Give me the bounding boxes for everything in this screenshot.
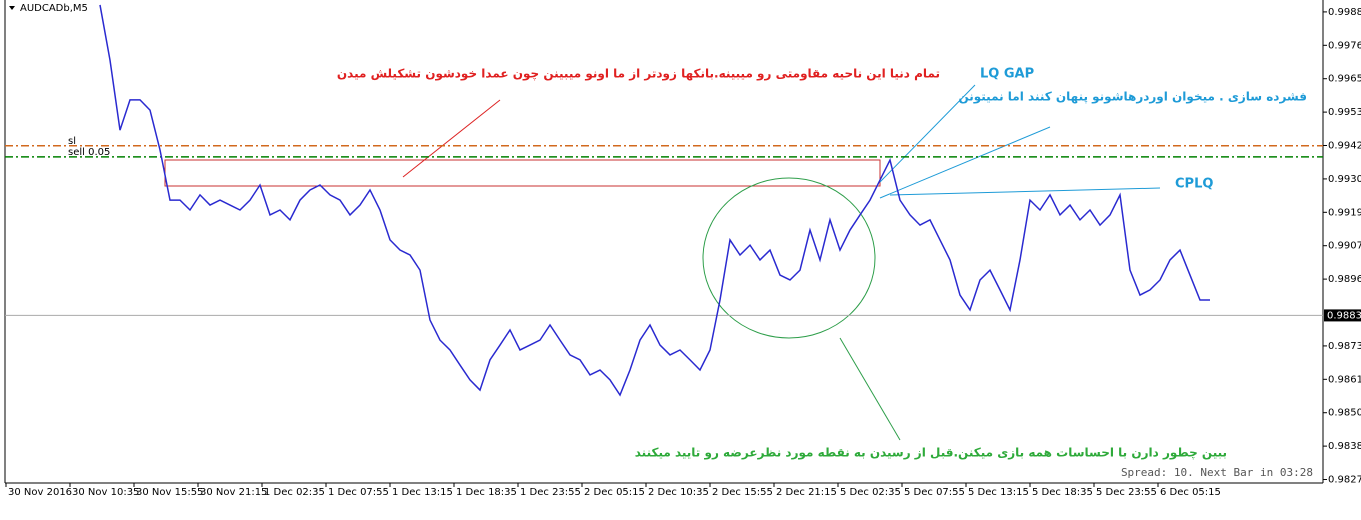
x-tick-label: 5 Dec 07:55 bbox=[904, 487, 965, 498]
y-tick-label: 0.99766 bbox=[1328, 40, 1361, 51]
x-tick-label: 30 Nov 10:35 bbox=[72, 487, 139, 498]
cplq-pointer bbox=[889, 187, 1161, 196]
x-tick-label: 5 Dec 23:55 bbox=[1096, 487, 1157, 498]
y-tick-label: 0.99651 bbox=[1328, 74, 1361, 85]
zone-pointer bbox=[402, 99, 501, 178]
x-tick-label: 2 Dec 10:35 bbox=[648, 487, 709, 498]
current-price-box bbox=[1324, 309, 1361, 322]
level-label: sl bbox=[68, 136, 76, 147]
y-tick-label: 0.98271 bbox=[1328, 475, 1361, 486]
price-line bbox=[99, 4, 1210, 397]
y-tick-label: 0.98961 bbox=[1328, 274, 1361, 285]
x-tick-label: 2 Dec 21:15 bbox=[776, 487, 837, 498]
y-tick-label: 0.98501 bbox=[1328, 408, 1361, 419]
level-label: sell 0.05 bbox=[68, 147, 110, 158]
y-tick-label: 0.98386 bbox=[1328, 441, 1361, 452]
x-tick-label: 2 Dec 05:15 bbox=[584, 487, 645, 498]
x-tick-label: 30 Nov 15:55 bbox=[136, 487, 203, 498]
x-tick-label: 1 Dec 13:15 bbox=[392, 487, 453, 498]
y-tick-label: 0.99421 bbox=[1328, 141, 1361, 152]
compression-pointer bbox=[879, 126, 1051, 199]
cplq-label: CPLQ bbox=[1175, 177, 1213, 192]
lq-pointer bbox=[879, 84, 976, 183]
x-tick-label: 2 Dec 15:55 bbox=[712, 487, 773, 498]
current-price-label: 0.98836 bbox=[1327, 310, 1361, 321]
x-tick-label: 1 Dec 23:55 bbox=[520, 487, 581, 498]
x-tick-label: 6 Dec 05:15 bbox=[1160, 487, 1221, 498]
x-tick-label: 1 Dec 07:55 bbox=[328, 487, 389, 498]
accumulation-circle bbox=[702, 177, 876, 339]
circle-pointer bbox=[839, 337, 901, 441]
y-tick-label: 0.99536 bbox=[1328, 107, 1361, 118]
y-tick-label: 0.98616 bbox=[1328, 374, 1361, 385]
x-tick-label: 5 Dec 13:15 bbox=[968, 487, 1029, 498]
x-tick-label: 30 Nov 2016 bbox=[8, 487, 72, 498]
zone-note: تمام دنیا این ناحیه مقاومتی رو میبینه.با… bbox=[337, 67, 940, 82]
y-tick-label: 0.99306 bbox=[1328, 174, 1361, 185]
menu-arrow bbox=[9, 6, 15, 10]
y-tick-label: 0.98731 bbox=[1328, 341, 1361, 352]
compression-note: فشرده سازی . میخوان اوردرهاشونو پنهان کن… bbox=[958, 90, 1307, 105]
x-tick-label: 30 Nov 21:15 bbox=[200, 487, 267, 498]
lq-gap-label: LQ GAP bbox=[980, 67, 1034, 82]
x-tick-label: 1 Dec 18:35 bbox=[456, 487, 517, 498]
x-tick-label: 1 Dec 02:35 bbox=[264, 487, 325, 498]
y-tick-label: 0.99076 bbox=[1328, 241, 1361, 252]
symbol-title: AUDCADb,M5 bbox=[20, 3, 88, 14]
status-text: Spread: 10. Next Bar in 03:28 bbox=[1121, 466, 1313, 479]
x-tick-label: 5 Dec 18:35 bbox=[1032, 487, 1093, 498]
y-tick-label: 0.99191 bbox=[1328, 207, 1361, 218]
x-tick-label: 5 Dec 02:35 bbox=[840, 487, 901, 498]
y-tick-label: 0.99881 bbox=[1328, 7, 1361, 18]
bottom-note: ببین چطور دارن با احساسات همه بازی میکنن… bbox=[635, 446, 1227, 461]
